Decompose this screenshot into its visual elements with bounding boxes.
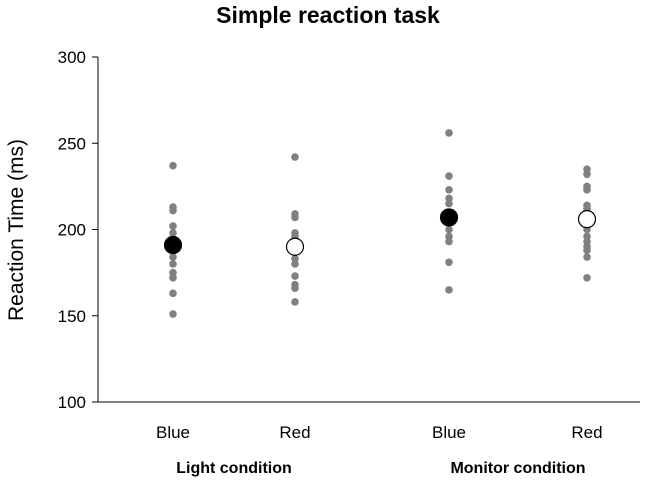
individual-point [291, 272, 299, 280]
mean-markers [163, 208, 597, 256]
x-group-label: Monitor condition [450, 460, 585, 477]
individual-point [445, 237, 453, 246]
individual-point [583, 246, 591, 254]
individual-point [445, 286, 453, 294]
x-category-label: Blue [432, 423, 466, 442]
chart-title: Simple reaction task [216, 2, 440, 28]
axes [97, 57, 640, 403]
y-tick-label: 200 [58, 221, 86, 240]
y-axis-label: Reaction Time (ms) [5, 139, 28, 321]
individual-point [291, 298, 299, 306]
x-labels: Blue Red Blue Red Light condition Monitor con… [156, 423, 603, 477]
individual-point [169, 206, 177, 215]
mean-marker-blue [163, 235, 183, 255]
individual-point [445, 172, 453, 180]
mean-marker-red [285, 237, 305, 256]
individual-point [445, 225, 453, 234]
individual-point [169, 229, 177, 237]
individual-point [169, 274, 177, 282]
mean-marker-red [577, 210, 597, 229]
individual-point [583, 186, 591, 194]
x-category-label: Red [571, 423, 602, 442]
individual-point [291, 260, 299, 268]
y-ticks: 100 150 200 250 300 [58, 48, 98, 412]
individual-point [445, 186, 453, 194]
individual-point [445, 129, 453, 137]
x-category-label: Blue [156, 423, 190, 442]
individual-point [583, 170, 591, 179]
individual-point [169, 289, 177, 298]
individual-point [445, 258, 453, 267]
individual-point [445, 199, 453, 208]
individual-point [169, 310, 177, 318]
individual-point [291, 153, 299, 161]
x-group-label: Light condition [176, 460, 292, 477]
individual-point [169, 253, 177, 261]
mean-marker-blue [439, 208, 459, 227]
individual-point [583, 253, 591, 261]
individual-point [291, 284, 299, 292]
individual-point [169, 222, 177, 230]
individual-point [169, 161, 177, 170]
individual-point [169, 260, 177, 268]
y-tick-label: 100 [58, 393, 86, 412]
y-tick-label: 250 [58, 134, 86, 153]
individual-point [583, 274, 591, 282]
y-tick-label: 300 [58, 48, 86, 67]
x-category-label: Red [279, 423, 310, 442]
individual-point [291, 213, 299, 222]
y-tick-label: 150 [58, 307, 86, 326]
data-points [169, 129, 591, 318]
